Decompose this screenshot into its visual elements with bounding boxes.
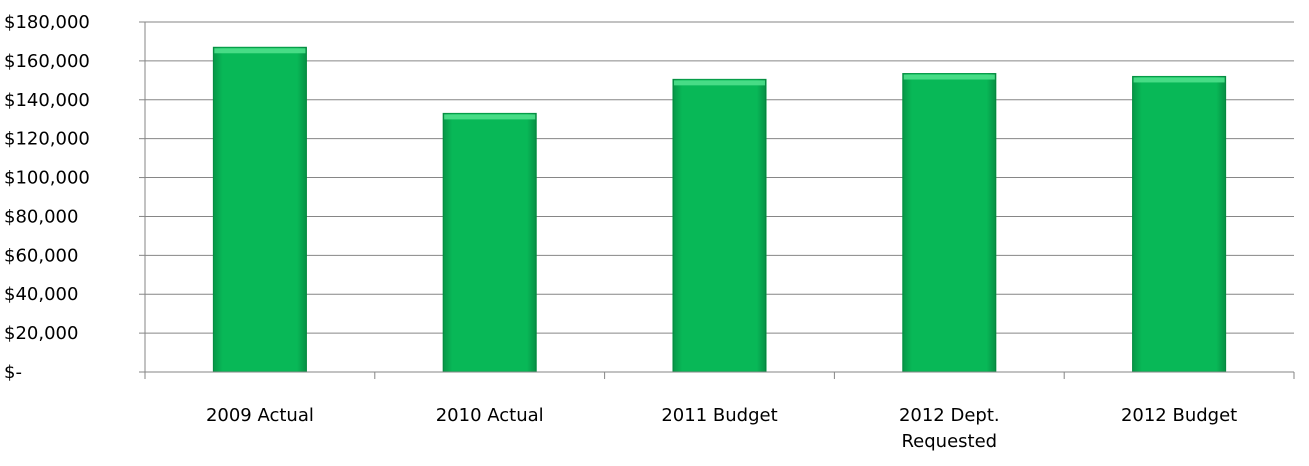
bar-highlight — [673, 80, 766, 86]
bars — [212, 46, 1227, 373]
bar-highlight — [1133, 77, 1225, 83]
bar-highlight — [444, 114, 536, 120]
x-tick-label-line: 2009 Actual — [206, 405, 314, 426]
x-tick-label: 2012 Budget — [1121, 405, 1237, 426]
bar-shading — [672, 79, 767, 372]
y-tick-label: $160,000 — [4, 51, 90, 72]
x-tick-label-line: 2010 Actual — [436, 405, 544, 426]
x-tick-label-line: 2012 Dept. — [899, 405, 1000, 426]
x-axis: 2009 Actual 2010 Actual 2011 Budget 2012 De… — [144, 371, 1295, 452]
y-tick-label: $60,000 — [4, 245, 78, 266]
bar-shading — [443, 113, 537, 372]
bar-group — [442, 112, 537, 373]
y-tick-label: $100,000 — [4, 168, 90, 189]
x-tick-label: 2011 Budget — [661, 405, 777, 426]
bar-group — [672, 78, 767, 373]
bar-highlight — [903, 74, 995, 80]
bar-shading — [213, 47, 307, 373]
y-tick-label: $140,000 — [4, 90, 90, 111]
bar-group — [212, 46, 307, 373]
bar-group — [1132, 75, 1227, 373]
y-tick-label: $20,000 — [4, 323, 78, 344]
y-tick-label: $120,000 — [4, 129, 90, 150]
y-tick-label: $40,000 — [4, 284, 78, 305]
bar-highlight — [214, 48, 306, 54]
y-axis: $- $20,000 $40,000 $60,000 $80,000 $100,000 $1… — [4, 12, 146, 383]
x-tick-label: 2010 Actual — [436, 405, 544, 426]
bar-shading — [902, 73, 996, 373]
bar-group — [902, 73, 997, 373]
y-tick-label: $- — [4, 362, 22, 383]
y-tick-label: $180,000 — [4, 12, 90, 33]
bar-shading — [1132, 76, 1226, 372]
x-tick-label-line: Requested — [901, 431, 997, 452]
x-tick-label-line: 2012 Budget — [1121, 405, 1237, 426]
x-tick-label: 2012 Dept. Requested — [899, 405, 1000, 452]
x-tick-label-line: 2011 Budget — [661, 405, 777, 426]
y-tick-label: $80,000 — [4, 206, 78, 227]
x-tick-label: 2009 Actual — [206, 405, 314, 426]
